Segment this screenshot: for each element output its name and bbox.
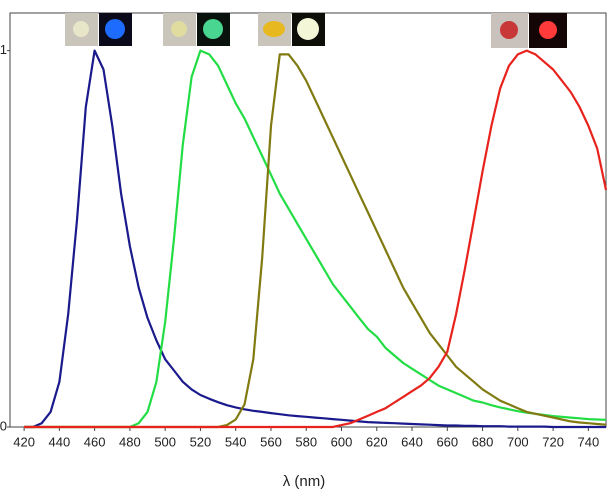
x-tick-label: 740	[578, 434, 600, 449]
photo-sample	[297, 18, 319, 40]
spectrum-line	[24, 49, 608, 429]
photo-sample	[203, 19, 223, 39]
x-tick-label: 480	[119, 434, 141, 449]
x-axis-label: λ (nm)	[283, 473, 326, 490]
plot-frame	[9, 12, 607, 428]
x-tick-label: 520	[190, 434, 212, 449]
x-tick-label: 720	[542, 434, 564, 449]
photo-sample	[263, 21, 285, 37]
x-tick-label: 460	[84, 434, 106, 449]
x-tick-label: 600	[331, 434, 353, 449]
x-tick-label: 560	[260, 434, 282, 449]
x-tick-label: 680	[472, 434, 494, 449]
spectrum-line	[24, 49, 606, 429]
photo-sample	[73, 21, 89, 37]
x-tick-label: 640	[401, 434, 423, 449]
x-tick-label: 580	[295, 434, 317, 449]
photo-sample	[171, 21, 187, 37]
x-tick-label: 660	[436, 434, 458, 449]
spectrum-line	[24, 53, 607, 429]
x-tick-label: 540	[225, 434, 247, 449]
x-tick-label: 620	[366, 434, 388, 449]
photo-sample	[539, 21, 557, 39]
y-tick-label: 1	[0, 42, 7, 57]
x-tick-label: 420	[13, 434, 35, 449]
photo-sample	[500, 21, 518, 39]
photo-sample	[105, 19, 125, 39]
y-tick-label: 0	[0, 418, 7, 433]
inset-photos	[65, 13, 567, 48]
x-tick-label: 700	[507, 434, 529, 449]
x-tick-label: 500	[154, 434, 176, 449]
spectrum-line	[24, 49, 607, 429]
x-tick-label: 440	[49, 434, 71, 449]
